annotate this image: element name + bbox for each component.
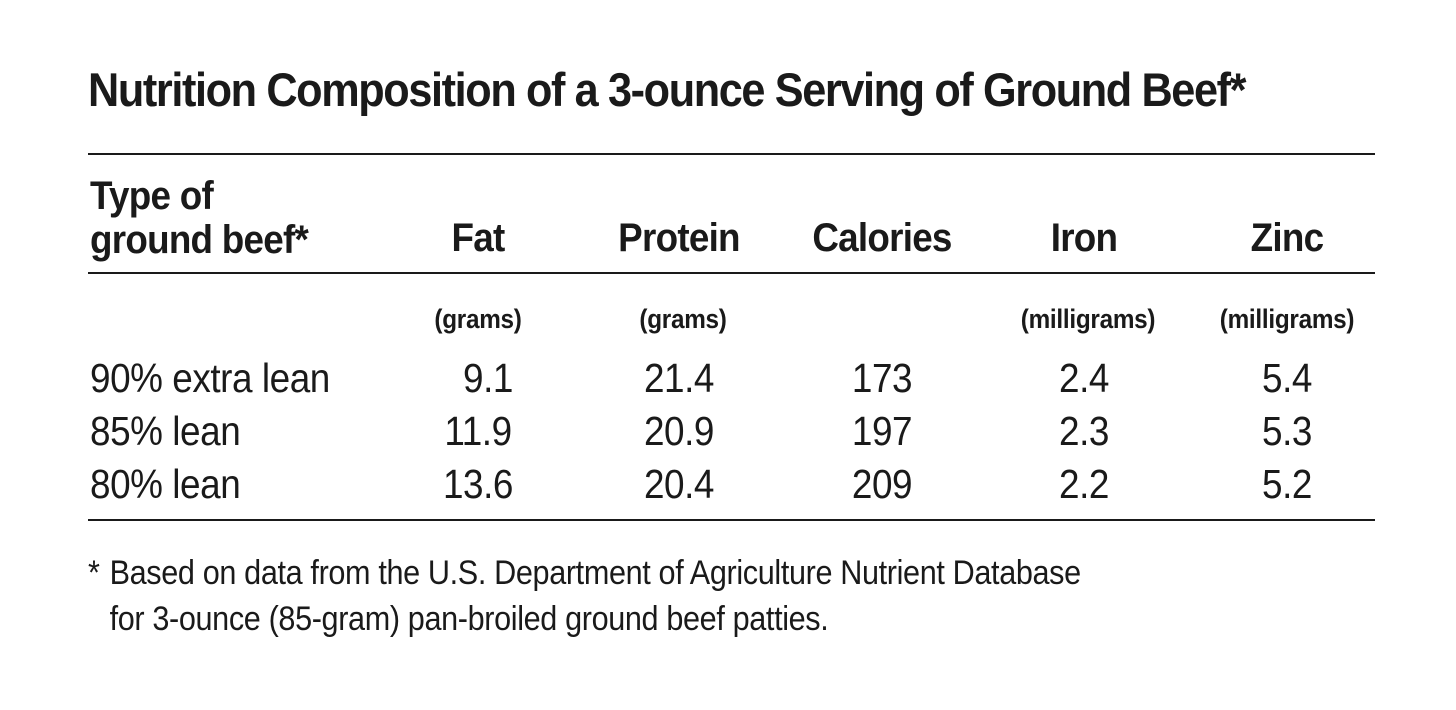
cell-fat: 13.6	[442, 461, 514, 507]
header-iron: Iron	[1050, 216, 1118, 260]
header-fat: Fat	[451, 216, 505, 260]
header-zinc: Zinc	[1250, 216, 1324, 260]
cell-iron: 2.3	[1059, 408, 1109, 454]
header-type-line2: ground beef*	[90, 218, 309, 262]
header-rule	[88, 272, 1375, 274]
unit-protein: (grams)	[639, 304, 727, 334]
cell-zinc: 5.4	[1262, 355, 1312, 401]
header-protein: Protein	[618, 216, 740, 260]
cell-calories: 173	[851, 355, 913, 401]
footnote-line2: for 3-ounce (85-gram) pan-broiled ground…	[109, 600, 829, 638]
cell-iron: 2.2	[1059, 461, 1109, 507]
footnote: * Based on data from the U.S. Department …	[88, 550, 1081, 642]
footnote-marker: *	[88, 554, 100, 592]
top-rule	[88, 153, 1375, 155]
row-label-85-lean: 85% lean	[90, 408, 241, 454]
cell-calories: 197	[851, 408, 913, 454]
cell-iron: 2.4	[1059, 355, 1109, 401]
row-label-80-lean: 80% lean	[90, 461, 241, 507]
bottom-rule	[88, 519, 1375, 521]
header-type-of-ground-beef: Type of ground beef*	[90, 174, 309, 262]
unit-zinc: (milligrams)	[1219, 304, 1355, 334]
unit-iron: (milligrams)	[1020, 304, 1156, 334]
cell-calories: 209	[851, 461, 913, 507]
table-title: Nutrition Composition of a 3-ounce Servi…	[88, 63, 1246, 116]
header-calories: Calories	[812, 216, 952, 260]
footnote-line1: Based on data from the U.S. Department o…	[109, 554, 1082, 592]
cell-protein: 20.9	[643, 408, 715, 454]
cell-fat: 9.1	[463, 355, 513, 401]
cell-protein: 21.4	[643, 355, 715, 401]
cell-zinc: 5.3	[1262, 408, 1312, 454]
header-type-line1: Type of	[90, 174, 214, 218]
cell-protein: 20.4	[643, 461, 715, 507]
row-label-90-extra-lean: 90% extra lean	[90, 355, 330, 401]
unit-fat: (grams)	[434, 304, 522, 334]
cell-zinc: 5.2	[1262, 461, 1312, 507]
cell-fat: 11.9	[444, 408, 512, 454]
